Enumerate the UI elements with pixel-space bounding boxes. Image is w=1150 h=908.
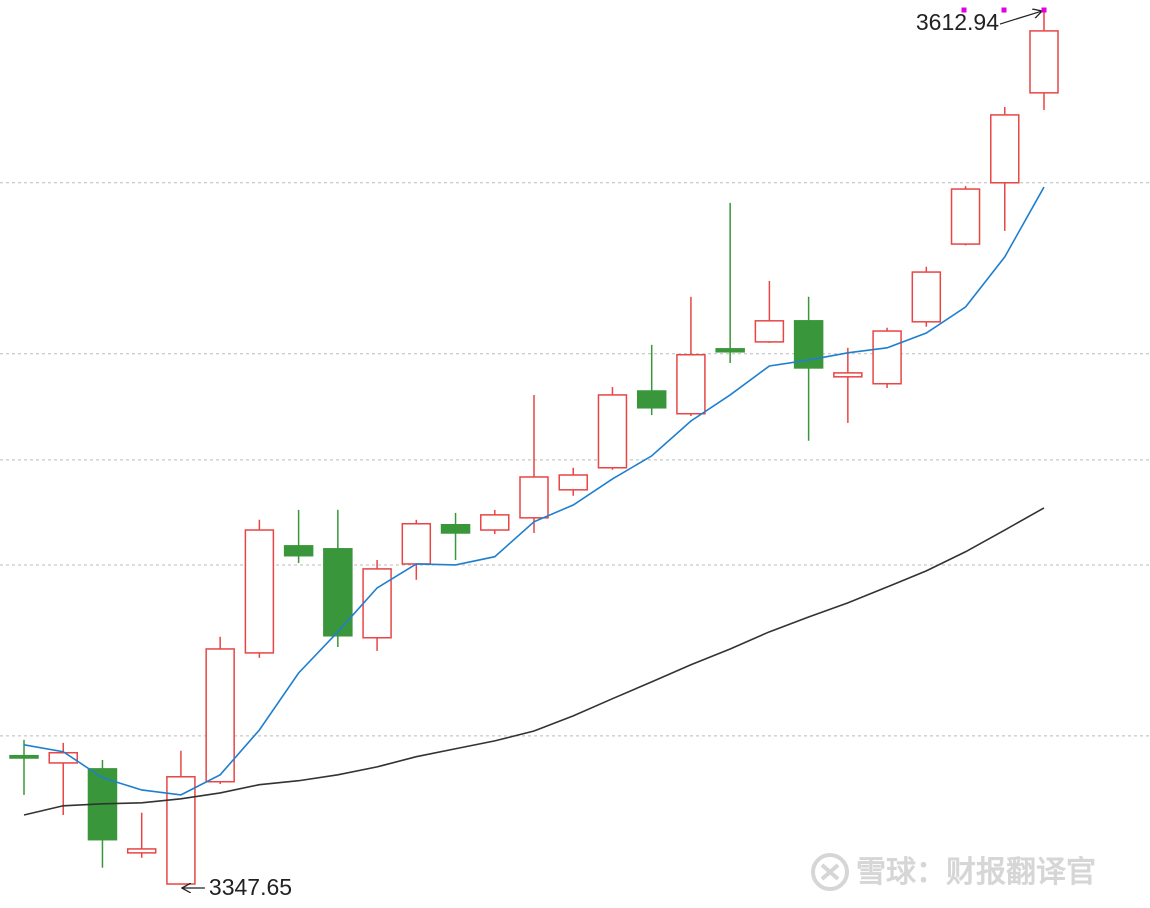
watermark-logo [811,853,849,891]
logo-mark [820,863,840,881]
candle-body [205,648,235,783]
candle-body [754,320,785,343]
candle-body [1029,30,1059,94]
candle-body [283,545,314,557]
candle-body [950,188,981,245]
candle-body [676,354,706,415]
candle-body [126,848,157,854]
candle-body [48,751,78,764]
moving-average-line [23,186,1045,796]
moving-average-line [23,507,1045,816]
candle-body [362,568,392,639]
candle-body [519,476,549,519]
max-label: 3612.94 [916,9,999,35]
candle-body [480,514,510,531]
marker-dot [961,7,967,13]
candle-body [990,114,1020,184]
grid [0,182,1150,737]
marker-dot [1001,7,1007,13]
candle-body [911,271,942,323]
candle-body [558,474,588,491]
candle-body [872,330,902,385]
candle-body [636,390,667,409]
candle-body [9,754,39,759]
candle-body [244,529,275,654]
watermark: 雪球：财报翻译官 [856,856,1096,889]
max-arrow [999,11,1042,25]
candle-body [323,548,353,637]
candle-body [401,523,432,565]
marks [9,10,1059,885]
min-label: 3347.65 [209,874,292,900]
candle-body [715,348,745,353]
marker-dot [1041,7,1047,13]
candle-body [597,394,628,469]
candle-body [440,523,471,534]
logo-ring [811,853,849,891]
candle-body [833,372,863,378]
annotations: 3612.94 3347.65 [182,7,1047,900]
